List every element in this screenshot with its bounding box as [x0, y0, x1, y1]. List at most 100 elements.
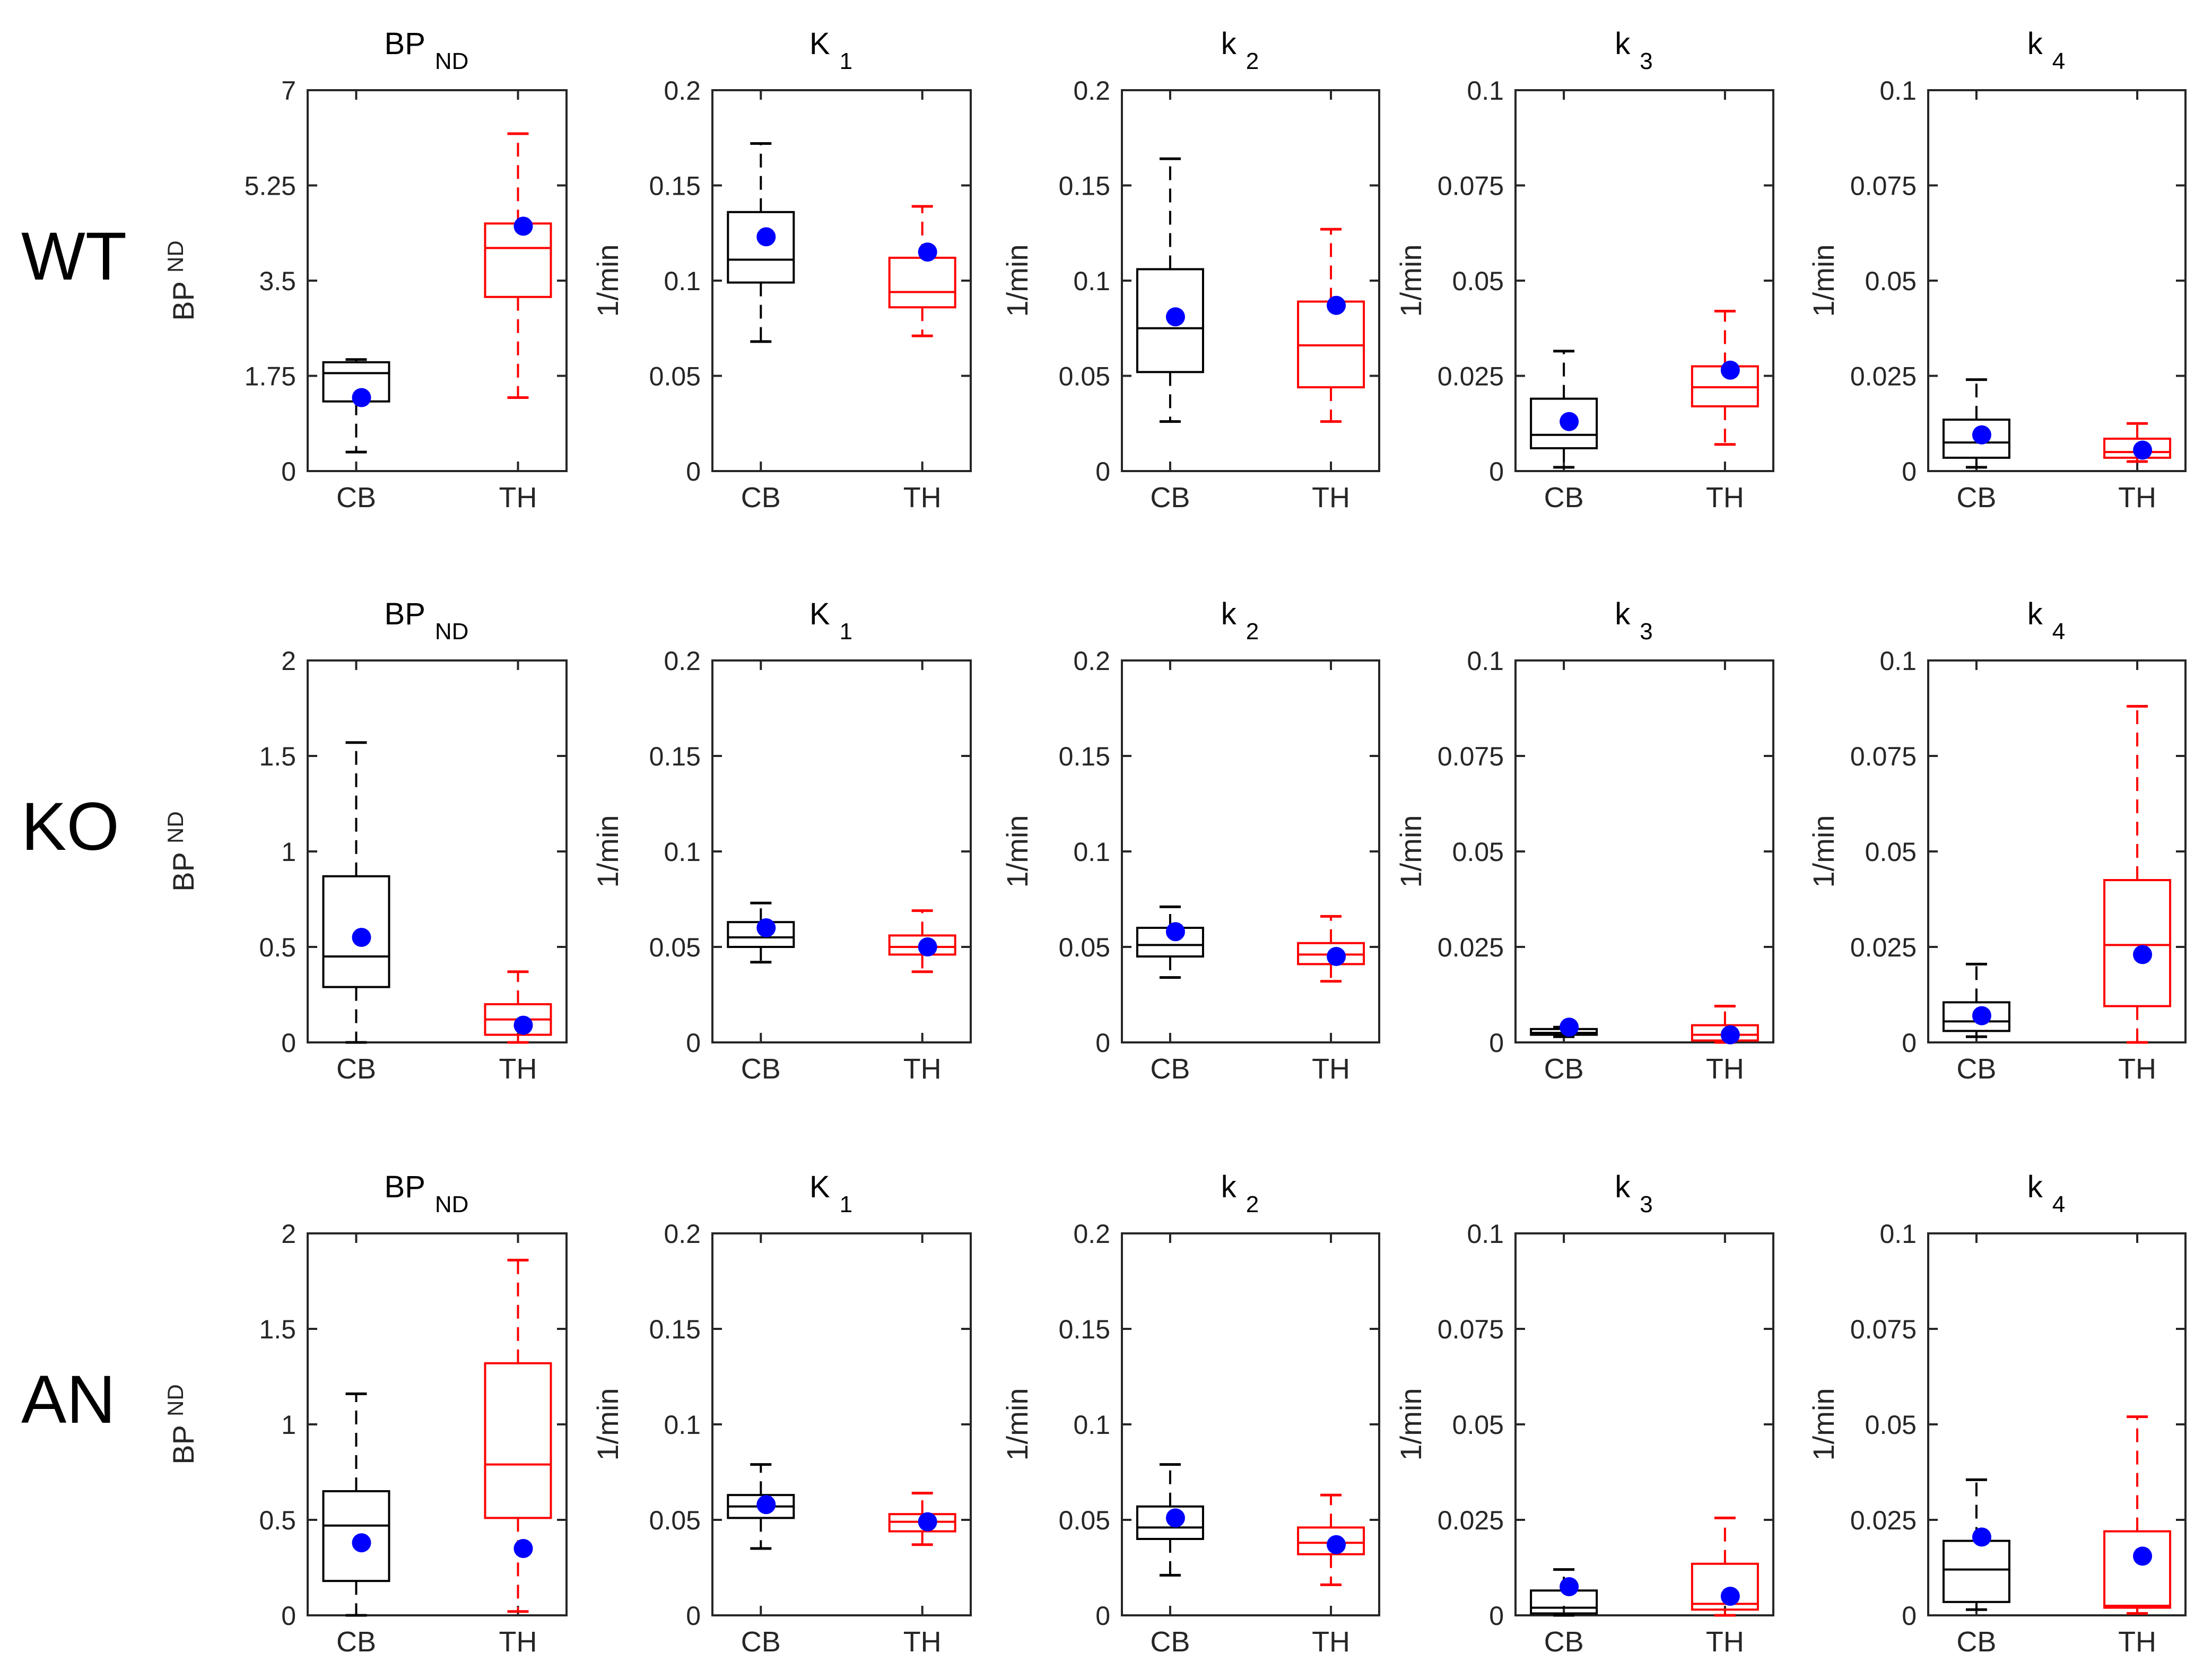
y-tick-label: 1.75	[245, 362, 296, 392]
x-tick-label-th: TH	[903, 1626, 942, 1658]
y-axis-label-sub: ND	[163, 1384, 188, 1416]
x-tick-label-th: TH	[2118, 482, 2156, 514]
y-tick-label: 0	[1902, 1601, 1917, 1631]
box-r2-p0-c0	[322, 1392, 390, 1617]
y-tick-label: 0.1	[1467, 646, 1504, 676]
y-axis-label-main: 1/min	[1000, 245, 1034, 317]
panel-2-2: 0 0.05 0.1 0.15 0.2 CB TH k2 1/min	[1000, 1170, 1380, 1658]
y-axis-label: BP ND	[163, 240, 200, 320]
box-r0-p0-c1	[484, 132, 552, 399]
y-tick-label: 0.05	[1059, 933, 1110, 962]
y-tick-label: 0	[1095, 1601, 1110, 1631]
x-tick-label-th: TH	[1312, 1053, 1350, 1085]
axes-frame	[711, 659, 972, 1043]
y-tick-label: 0.075	[1438, 171, 1504, 201]
x-tick-label-cb: CB	[1150, 1626, 1190, 1658]
axes-frame	[711, 1232, 972, 1616]
x-tick-label-cb: CB	[1544, 1053, 1584, 1085]
axes-frame	[307, 659, 568, 1043]
iqr-box	[1136, 1505, 1204, 1541]
panel-title-main: BP	[385, 1170, 425, 1204]
panel-title-sub: 3	[1640, 619, 1652, 645]
panel-0-3: 0 0.025 0.05 0.075 0.1 CB TH k3 1/min	[1394, 27, 1774, 514]
panel-title-sub: 2	[1246, 619, 1259, 645]
panel-2-4: 0 0.025 0.05 0.075 0.1 CB TH k4 1/min	[1807, 1170, 2187, 1658]
y-tick-label: 0.5	[259, 933, 296, 962]
iqr-box	[1530, 397, 1598, 449]
y-tick-label: 0	[1095, 457, 1110, 486]
box-r2-p1-c0	[727, 1463, 795, 1550]
x-tick-label-th: TH	[903, 1053, 942, 1085]
mean-marker	[1972, 1527, 1991, 1547]
y-tick-label: 0.05	[1865, 266, 1917, 296]
x-tick-label-cb: CB	[741, 1053, 781, 1085]
axes-frame	[307, 1232, 568, 1616]
axes-frame	[1927, 659, 2187, 1043]
box-r2-p3-c1	[1691, 1516, 1759, 1617]
mean-marker	[1165, 922, 1185, 942]
mean-marker	[1560, 1017, 1579, 1037]
mean-marker	[918, 1512, 937, 1532]
box-r1-p4-c1	[2103, 704, 2172, 1044]
panel-title: k2	[1221, 1170, 1259, 1217]
panel-title: k4	[2027, 1170, 2065, 1217]
iqr-box	[1136, 268, 1204, 373]
y-axis-label-main: 1/min	[1807, 245, 1840, 317]
x-tick-label-th: TH	[1706, 1626, 1744, 1658]
y-tick-label: 2	[281, 646, 296, 676]
y-tick-label: 0.05	[1452, 837, 1504, 867]
panel-title-sub: 3	[1640, 1191, 1652, 1217]
iqr-box	[1297, 1526, 1365, 1555]
box-r2-p2-c1	[1297, 1493, 1365, 1586]
y-tick-label: 0	[686, 1028, 701, 1058]
mean-marker	[1560, 1577, 1579, 1596]
y-axis-label: BP ND	[163, 811, 200, 891]
y-axis-label-main: 1/min	[1000, 1388, 1034, 1461]
y-tick-label: 0	[1489, 1028, 1504, 1058]
panel-title-main: BP	[385, 597, 425, 631]
box-r2-p0-c1	[484, 1258, 552, 1613]
y-axis-label-main: 1/min	[1000, 815, 1034, 888]
panel-title-sub: 1	[840, 619, 852, 645]
y-tick-label: 0.025	[1850, 933, 1917, 962]
panel-title-main: k	[2027, 27, 2043, 61]
panel-title-sub: ND	[435, 48, 469, 74]
panel-1-3: 0 0.025 0.05 0.075 0.1 CB TH k3 1/min	[1394, 597, 1774, 1085]
panel-title-main: K	[809, 597, 830, 631]
y-tick-label: 0.1	[1073, 837, 1110, 867]
panel-2-0: 0 0.5 1 1.5 2 CB TH BP ND BP ND	[163, 1170, 568, 1658]
panel-title-main: k	[2027, 1170, 2043, 1204]
mean-marker	[352, 388, 371, 407]
panel-title-sub: ND	[435, 619, 469, 645]
y-tick-label: 0.2	[1073, 76, 1110, 106]
x-tick-label-cb: CB	[1956, 1626, 1996, 1658]
y-tick-label: 0.2	[1073, 646, 1110, 676]
axes-frame	[711, 89, 972, 472]
y-tick-label: 0.05	[1452, 266, 1504, 296]
y-axis-label: 1/min	[1394, 815, 1427, 888]
panel-title: k3	[1615, 27, 1652, 74]
mean-marker	[1972, 425, 1991, 445]
y-axis-label: 1/min	[1000, 1388, 1034, 1461]
y-tick-label: 0.025	[1850, 362, 1917, 392]
y-axis-label: 1/min	[591, 815, 624, 888]
box-r0-p1-c0	[727, 142, 795, 343]
axes-frame	[1514, 1232, 1774, 1616]
iqr-box	[727, 211, 795, 284]
panel-title-sub: 2	[1246, 1191, 1259, 1217]
y-axis-label-main: 1/min	[1394, 1388, 1427, 1461]
y-axis-label: BP ND	[163, 1384, 200, 1464]
axes-frame	[1121, 1232, 1380, 1616]
y-tick-label: 2	[281, 1219, 296, 1249]
y-axis-label: 1/min	[1000, 815, 1034, 888]
box-r0-p4-c1	[2103, 422, 2172, 463]
box-r0-p3-c0	[1530, 350, 1598, 469]
panel-title-sub: 2	[1246, 48, 1259, 74]
panel-title-main: k	[1615, 27, 1631, 61]
y-tick-label: 0.05	[649, 933, 701, 962]
x-tick-label-th: TH	[499, 1053, 537, 1085]
y-axis-label-main: 1/min	[1394, 815, 1427, 888]
panel-title-sub: ND	[435, 1191, 469, 1217]
x-tick-label-cb: CB	[741, 482, 781, 514]
y-tick-label: 1.5	[259, 1315, 296, 1344]
